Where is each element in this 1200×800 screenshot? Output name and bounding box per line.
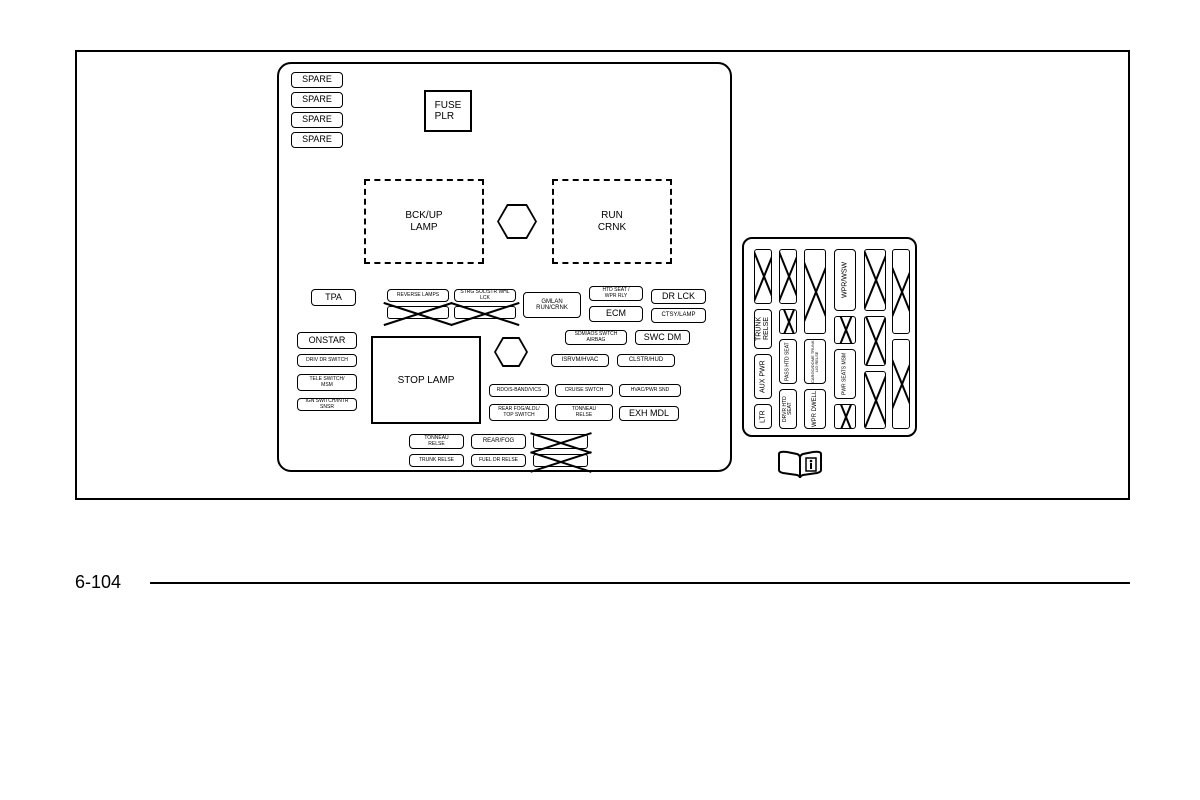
fuse-ecm: ECM [589,306,643,322]
manual-info-icon [777,450,823,482]
page-rule [150,582,1130,584]
fuse-hvac-pwr: HVAC/PWR SND [619,384,681,397]
vxbox-c1-1 [754,249,772,304]
fuse-ign-snsr: IGN SWITCH/INTR SNSR [297,398,357,411]
fuse-reverse-lamps: REVERSE LAMPS [387,289,449,302]
fuse-ctsy-lamp: CTSY/LAMP [651,308,706,323]
fuse-dr-lck: DR LCK [651,289,706,304]
vfuse-ltr: LTR [754,404,772,429]
vfuse-drvr-htd: DRVR HTD SEAT [779,389,797,429]
vxbox-c6-1 [892,249,910,334]
fuse-swc-dm: SWC DM [635,330,690,345]
fuse-htd-seat: HTD SEAT / WPR RLY [589,286,643,301]
xbox-bottom-2 [533,454,588,467]
fuse-spare-3: SPARE [291,112,343,128]
vfuse-cargo-dome: CARGO/DOME TRUNK LID RELSE [804,339,826,384]
vfuse-aux-pwr: AUX PWR [754,354,772,399]
vxbox-c2-1 [779,249,797,304]
fuse-isrvm: ISRVM/HVAC [551,354,609,367]
fuse-bottom-fuel-dr: FUEL DR RELSE [471,454,526,467]
vfuse-wpr-dwell: WPR DWELL [804,389,826,429]
hexagon-2 [494,337,528,367]
fuse-rear-fog-aldl: REAR FOG/ALDL/ TOP SWITCH [489,404,549,421]
vxbox-c4-1 [834,316,856,344]
vxbox-c5-2 [864,316,886,366]
fuse-tonneau-relse: TONNEAU RELSE [555,404,613,421]
fuse-sdm-airbag: SDM/AOS SWTCH AIRBAG [565,330,627,345]
relay-run-crnk: RUN CRNK [552,179,672,264]
fuse-panel-outline: SPARE SPARE SPARE SPARE FUSE PLR BCK/UP … [277,62,732,472]
vfuse-pwr-seats: PWR SEATS MSM [834,349,856,399]
fuse-onstar: ONSTAR [297,332,357,349]
vxbox-c6-2 [892,339,910,429]
page-number: 6-104 [75,572,121,593]
relay-stop-lamp: STOP LAMP [371,336,481,424]
vxbox-c2-2 [779,309,797,334]
vfuse-wpr-wsw: WPR/WSW [834,249,856,311]
xbox-2 [454,306,516,319]
fuse-gmlan: GMLAN RUN/CRNK [523,292,581,318]
side-fuse-panel: TRUNK RELSE AUX PWR LTR PASS HTD SEAT DR… [742,237,917,437]
xbox-1 [387,306,449,319]
fuse-plr: FUSE PLR [424,90,472,132]
relay-bckup-lamp: BCK/UP LAMP [364,179,484,264]
fuse-tpa: TPA [311,289,356,306]
vxbox-c4-2 [834,404,856,429]
fuse-tele-msm: TELE SWITCH/ MSM [297,374,357,391]
hexagon-1 [497,204,537,239]
fuse-driv-dr: DRIV DR SWITCH [297,354,357,367]
fuse-spare-1: SPARE [291,72,343,88]
fuse-rdo-sband: RDO/S-BAND/VICS [489,384,549,397]
xbox-bottom-1 [533,434,588,449]
fuse-spare-2: SPARE [291,92,343,108]
fuse-clstr: CLSTR/HUD [617,354,675,367]
fuse-bottom-rear-fog: REAR/FOG [471,434,526,449]
outer-frame: SPARE SPARE SPARE SPARE FUSE PLR BCK/UP … [75,50,1130,500]
fuse-spare-4: SPARE [291,132,343,148]
fuse-exh-mdl: EXH MDL [619,406,679,421]
fuse-cruise: CRUISE SWTCH [555,384,613,397]
fuse-bottom-tonneau: TONNEAU RELSE [409,434,464,449]
vxbox-c5-3 [864,371,886,429]
fuse-strg-whl: STRG SOL/STR WHL LCK [454,289,516,302]
fuse-bottom-trunk: TRUNK RELSE [409,454,464,467]
vxbox-c5-1 [864,249,886,311]
vxbox-c3-tall [804,249,826,334]
vfuse-trunk-relse: TRUNK RELSE [754,309,772,349]
vfuse-pass-htd: PASS HTD SEAT [779,339,797,384]
